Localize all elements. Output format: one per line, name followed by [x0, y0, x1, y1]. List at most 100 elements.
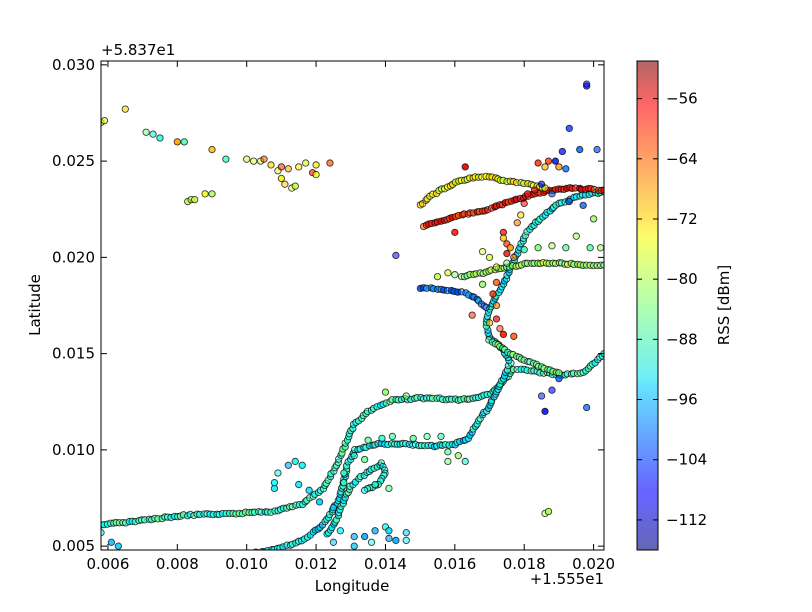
cluster-13-point — [572, 232, 580, 240]
cluster-14-point — [329, 503, 338, 512]
x-tick-label: 0.012 — [295, 555, 338, 573]
x-tick-label: 0.006 — [86, 555, 129, 573]
cluster-13-point — [520, 246, 528, 254]
x-offset-text: +1.555e1 — [530, 570, 604, 588]
cluster-5-point — [191, 195, 199, 204]
cluster-12-point — [492, 301, 501, 310]
cluster-11-point — [544, 157, 553, 165]
cluster-14-point — [360, 532, 369, 541]
cluster-11-point — [524, 190, 532, 198]
cluster-6-point — [281, 180, 289, 188]
cluster-9-point — [541, 407, 549, 416]
colorbar-tick-label: −56 — [666, 90, 698, 108]
cluster-14-point — [385, 527, 393, 535]
y-tick-label: 0.030 — [52, 56, 95, 74]
cluster-11-point — [499, 330, 508, 339]
cluster-17-point — [485, 253, 494, 262]
cluster-15-point — [360, 455, 369, 464]
cluster-6-point — [243, 155, 251, 163]
cluster-13-point — [544, 507, 553, 516]
cluster-15-point — [378, 434, 386, 442]
cluster-9-point — [576, 145, 584, 154]
scatter-points — [101, 80, 604, 550]
cluster-17-point — [451, 271, 459, 279]
cluster-17-point — [433, 272, 442, 281]
cluster-9-point — [537, 180, 546, 188]
cluster-12-point — [485, 319, 494, 327]
cluster-15-point — [371, 480, 379, 489]
cluster-11-point — [530, 186, 539, 194]
cluster-17-point — [444, 269, 452, 277]
cluster-6-point — [291, 182, 299, 190]
cluster-5-point — [201, 190, 209, 198]
cluster-7-point — [277, 163, 286, 171]
y-axis: 0.005 0.010 0.015 0.020 0.025 0.030 — [52, 56, 604, 555]
cluster-7-point — [326, 159, 334, 167]
cluster-9-point — [548, 386, 556, 394]
x-tick-label: 0.018 — [503, 555, 546, 573]
cluster-14-point — [270, 478, 279, 487]
cluster-16-point — [468, 311, 476, 319]
cluster-13-point — [548, 242, 556, 250]
cluster-9-point — [548, 190, 556, 198]
cluster-9-point — [392, 251, 400, 260]
cluster-13-point — [589, 215, 598, 223]
track-0-point — [255, 508, 263, 516]
cluster-7-point — [260, 155, 268, 163]
cluster-9-point — [551, 157, 560, 165]
cluster-15-point — [444, 448, 452, 456]
y-tick-label: 0.015 — [52, 345, 95, 363]
cluster-12-point — [555, 163, 563, 171]
cluster-14-point — [329, 538, 338, 546]
cluster-14-point — [392, 536, 400, 545]
colorbar-tick-label: −80 — [666, 270, 698, 288]
cluster-2-point — [142, 128, 150, 136]
cluster-9-point — [555, 375, 563, 383]
cluster-11-point — [489, 290, 497, 298]
track-2-point — [377, 459, 385, 467]
cluster-15-point — [423, 432, 431, 441]
track-6-point — [454, 288, 462, 296]
y-tick-label: 0.010 — [52, 441, 95, 459]
cluster-6-point — [302, 159, 310, 167]
cluster-14-point — [350, 532, 358, 541]
cluster-10-point — [583, 82, 591, 90]
y-offset-text: +5.837e1 — [101, 41, 175, 59]
cluster-9-point — [565, 124, 573, 133]
colorbar — [637, 61, 658, 550]
cluster-9-point — [593, 145, 601, 154]
cluster-13-point — [534, 244, 542, 252]
cluster-11-point — [503, 249, 511, 258]
cluster-17-point — [478, 247, 487, 256]
colorbar-frame — [636, 60, 659, 551]
plot-area — [101, 61, 604, 550]
x-tick-label: 0.014 — [364, 555, 407, 573]
track-6-point — [482, 303, 490, 312]
cluster-17-point — [492, 263, 501, 271]
cluster-15-point — [381, 388, 390, 396]
cluster-15-point — [454, 452, 462, 460]
cluster-16-point — [496, 324, 504, 333]
cluster-13-point — [596, 244, 604, 252]
cluster-15-point — [402, 392, 410, 400]
cluster-6-point — [267, 161, 275, 169]
cluster-15-point — [364, 436, 372, 444]
cluster-15-point — [385, 484, 393, 493]
cluster-1-point — [121, 105, 129, 113]
cluster-9-point — [562, 165, 570, 173]
colorbar-tick-label: −112 — [666, 511, 707, 529]
cluster-3-point — [173, 138, 181, 146]
cluster-6-point — [277, 174, 286, 183]
colorbar-label: RSS [dBm] — [715, 265, 733, 345]
cluster-12-point — [510, 253, 518, 262]
cluster-14-point — [402, 529, 410, 537]
colorbar-tick-label: −88 — [666, 330, 698, 348]
cluster-9-point — [579, 201, 587, 210]
cluster-15-point — [461, 457, 469, 466]
cluster-11-point — [520, 199, 528, 208]
cluster-15-point — [444, 457, 452, 466]
cluster-13-point — [586, 244, 594, 252]
cluster-8-point — [312, 170, 320, 179]
x-axis: 0.006 0.008 0.010 0.012 0.014 0.016 0.018 0.020 — [86, 61, 615, 573]
cluster-14-point — [114, 542, 122, 550]
